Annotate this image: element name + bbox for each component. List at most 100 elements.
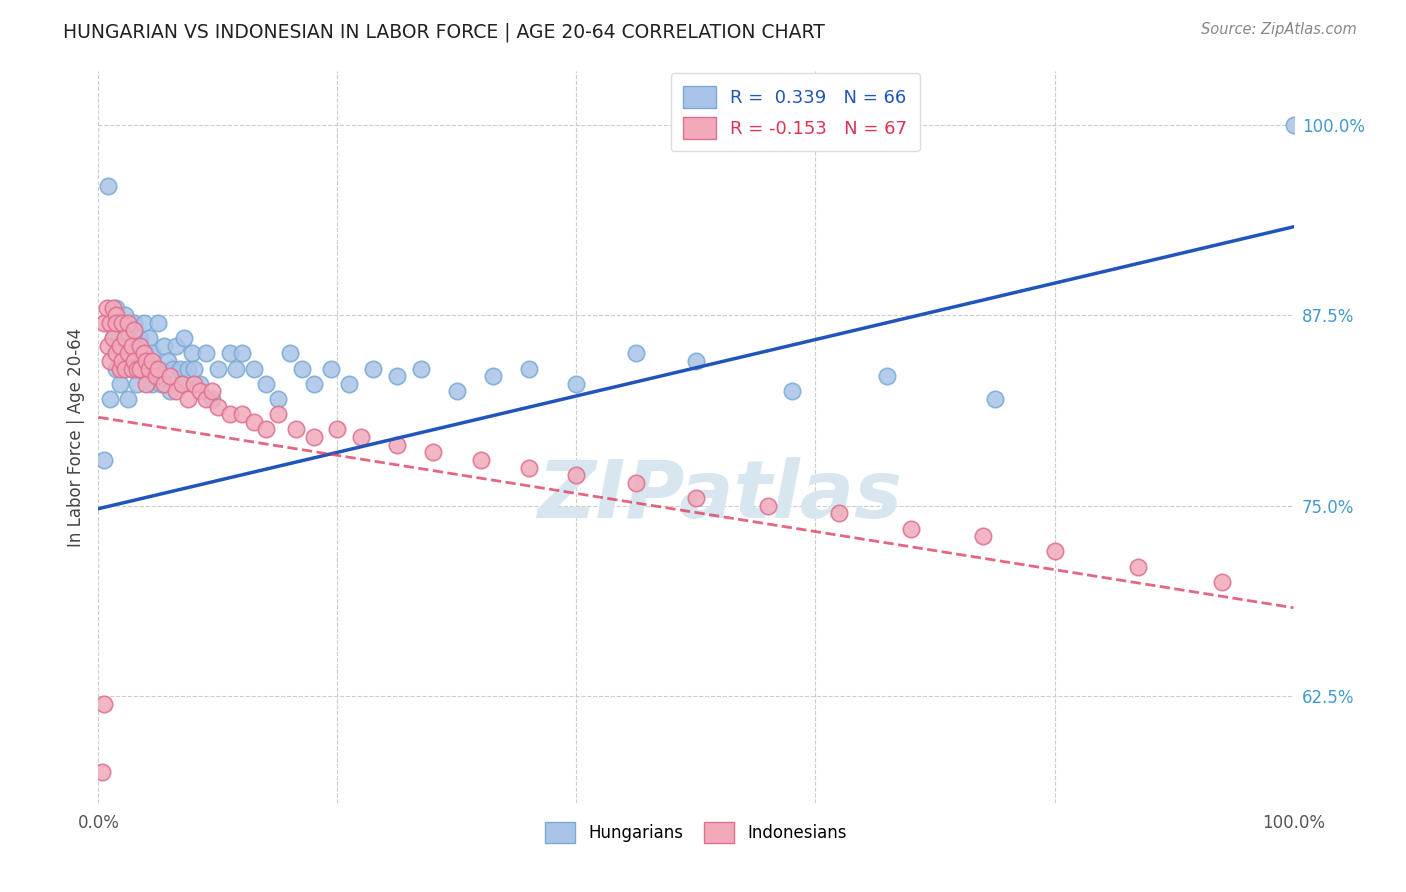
Point [876,369,898,384]
Point [321,361,343,376]
Point [984,392,1007,406]
Point [145,369,167,384]
Point [98,392,122,406]
Point [124,323,146,337]
Point [243,415,266,429]
Point [135,354,157,368]
Point [129,361,152,376]
Point [132,346,155,360]
Point [156,354,179,368]
Y-axis label: In Labor Force | Age 20-64: In Labor Force | Age 20-64 [66,327,84,547]
Point [97,338,120,352]
Point [267,407,290,421]
Point [96,301,118,315]
Text: ZIPatlas: ZIPatlas [537,457,903,534]
Legend: Hungarians, Indonesians: Hungarians, Indonesians [538,815,853,849]
Point [207,361,229,376]
Point [685,491,707,505]
Point [145,361,167,376]
Point [1211,574,1233,589]
Point [180,346,202,360]
Point [121,361,143,376]
Point [91,765,114,780]
Point [385,369,409,384]
Point [685,354,707,368]
Point [114,361,136,376]
Point [756,499,779,513]
Point [626,346,648,360]
Point [101,331,124,345]
Point [124,346,146,360]
Point [121,338,143,352]
Point [117,346,139,360]
Point [565,376,588,391]
Point [98,354,122,368]
Point [165,338,187,352]
Point [117,392,139,406]
Point [254,422,277,436]
Point [108,376,131,391]
Point [141,346,163,360]
Point [97,178,120,193]
Point [177,392,200,406]
Point [135,376,157,391]
Point [124,316,146,330]
Point [101,301,124,315]
Point [302,430,325,444]
Point [350,430,373,444]
Point [385,438,409,452]
Point [284,422,307,436]
Point [339,376,361,391]
Point [105,316,128,330]
Point [207,400,229,414]
Point [219,407,242,421]
Point [132,316,155,330]
Point [278,346,301,360]
Point [1282,118,1305,132]
Point [291,361,314,376]
Point [1043,544,1066,558]
Text: HUNGARIAN VS INDONESIAN IN LABOR FORCE | AGE 20-64 CORRELATION CHART: HUNGARIAN VS INDONESIAN IN LABOR FORCE |… [63,22,825,42]
Point [98,316,122,330]
Point [254,376,277,391]
Point [481,369,505,384]
Point [129,338,152,352]
Point [149,376,172,391]
Point [517,361,540,376]
Point [225,361,247,376]
Point [93,316,115,330]
Point [159,369,181,384]
Point [108,338,131,352]
Point [188,376,211,391]
Point [201,384,224,399]
Point [231,407,253,421]
Point [111,316,134,330]
Point [411,361,433,376]
Point [135,361,157,376]
Point [267,392,290,406]
Point [326,422,349,436]
Point [114,346,136,360]
Point [148,316,170,330]
Point [188,384,211,399]
Point [125,376,148,391]
Point [470,453,492,467]
Point [108,361,131,376]
Point [231,346,253,360]
Point [363,361,385,376]
Point [141,354,163,368]
Point [172,376,194,391]
Point [780,384,803,399]
Point [159,384,181,399]
Point [219,346,242,360]
Point [201,392,224,406]
Point [114,308,136,322]
Point [117,331,139,345]
Point [183,361,205,376]
Point [114,331,136,345]
Point [93,697,115,711]
Point [148,361,170,376]
Point [138,361,160,376]
Point [93,453,115,467]
Point [517,460,540,475]
